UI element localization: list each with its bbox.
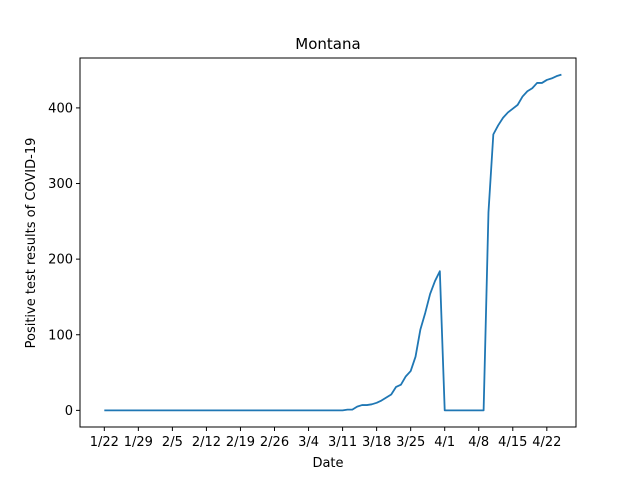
- x-tick-label: 1/22: [90, 435, 119, 450]
- x-tick-label: 3/4: [298, 435, 319, 450]
- y-tick-label: 200: [48, 253, 73, 268]
- x-tick-label: 4/15: [498, 435, 527, 450]
- x-tick-label: 3/18: [362, 435, 391, 450]
- y-tick-label: 0: [65, 404, 73, 419]
- series-layer: [104, 73, 562, 412]
- x-tick-label: 1/29: [124, 435, 153, 450]
- y-axis: 0 100 200 300 400: [48, 101, 80, 419]
- x-tick-label: 4/1: [434, 435, 455, 450]
- x-axis: 1/22 1/29 2/5 2/12 2/19 2/26 3/4 3/11 3/18 3/25 4/…: [90, 427, 561, 450]
- y-tick-label: 300: [48, 177, 73, 192]
- x-tick-label: 4/8: [468, 435, 489, 450]
- x-tick-label: 2/19: [226, 435, 255, 450]
- x-tick-label: 3/25: [396, 435, 425, 450]
- x-tick-label: 2/5: [162, 435, 183, 450]
- series-line: [104, 73, 562, 412]
- x-tick-label: 3/11: [328, 435, 357, 450]
- x-axis-title: Date: [312, 456, 343, 471]
- x-tick-label: 4/22: [532, 435, 561, 450]
- plot-frame: [79, 57, 577, 428]
- y-axis-title: Positive test results of COVID-19: [24, 138, 39, 349]
- y-tick-label: 400: [48, 101, 73, 116]
- x-tick-label: 2/12: [192, 435, 221, 450]
- x-tick-label: 2/26: [260, 435, 289, 450]
- chart-title: Montana: [295, 35, 360, 53]
- y-tick-label: 100: [48, 328, 73, 343]
